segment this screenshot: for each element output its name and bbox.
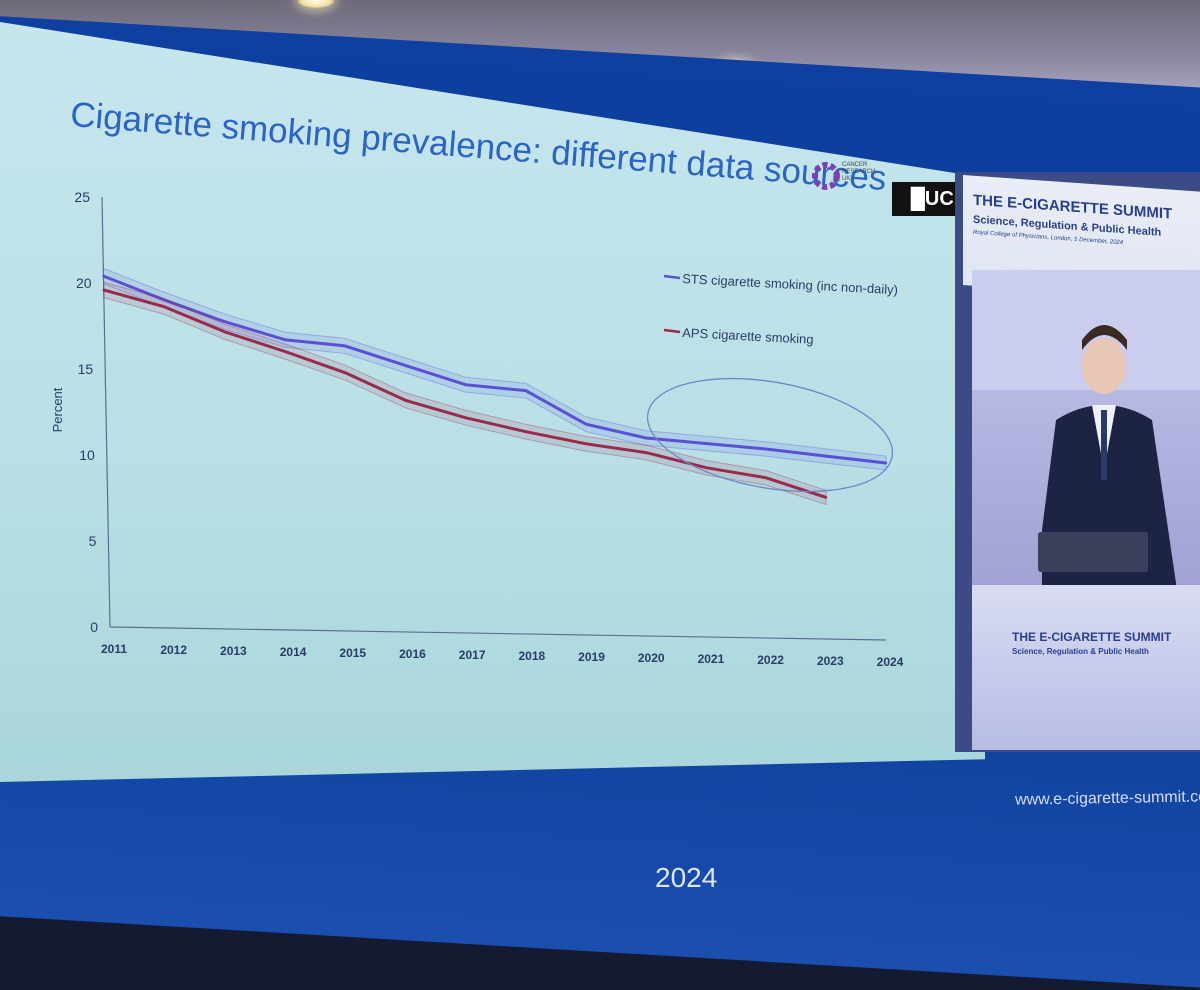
x-tick-label: 2020 xyxy=(638,651,665,665)
x-tick-label: 2019 xyxy=(578,650,605,664)
lectern: THE E-CIGARETTE SUMMIT Science, Regulati… xyxy=(972,585,1200,750)
chart-legend: STS cigarette smoking (inc non-daily) AP… xyxy=(663,271,899,347)
x-tick-label: 2012 xyxy=(160,643,187,657)
y-tick-label: 25 xyxy=(74,189,90,205)
series-point-1 xyxy=(644,451,648,454)
y-tick-labels: 0 5 10 15 20 25 xyxy=(74,189,98,635)
series-point-0 xyxy=(764,447,768,451)
series-line-0 xyxy=(102,274,887,465)
legend-swatch-sts xyxy=(663,274,681,280)
y-axis-line xyxy=(101,196,111,628)
series-point-1 xyxy=(524,430,528,433)
cancer-research-logo-icon xyxy=(812,162,840,190)
footer-year: 2024 xyxy=(655,862,718,893)
series-point-0 xyxy=(884,461,888,465)
x-tick-label: 2021 xyxy=(698,652,725,666)
series-point-1 xyxy=(283,350,287,353)
x-tick-label: 2015 xyxy=(339,646,366,660)
cancer-research-logo-text: CANCER RESEARCH UK xyxy=(842,162,876,182)
series-band-1 xyxy=(103,281,827,506)
series-point-1 xyxy=(162,305,166,308)
legend-label-aps: APS cigarette smoking xyxy=(682,325,814,347)
chart-series xyxy=(102,267,888,506)
x-tick-label: 2022 xyxy=(757,653,784,667)
legend-swatch-aps xyxy=(663,328,681,334)
lectern-summit-title: THE E-CIGARETTE SUMMIT xyxy=(1012,630,1172,644)
y-tick-label: 15 xyxy=(78,361,94,377)
series-point-1 xyxy=(223,330,226,333)
y-tick-label: 10 xyxy=(79,447,95,463)
series-point-1 xyxy=(824,496,828,499)
series-point-0 xyxy=(704,442,708,445)
chart-axes xyxy=(101,196,887,641)
series-point-0 xyxy=(464,383,467,386)
y-tick-label: 20 xyxy=(76,275,92,291)
speaker-figure xyxy=(972,270,1200,590)
x-tick-label: 2011 xyxy=(101,642,127,656)
x-tick-label: 2014 xyxy=(280,645,307,659)
y-axis-label: Percent xyxy=(50,387,65,432)
series-point-1 xyxy=(464,416,468,419)
series-point-1 xyxy=(404,399,407,402)
series-point-0 xyxy=(162,298,166,302)
series-point-1 xyxy=(102,288,105,292)
speaker-video: THE E-CIGARETTE SUMMIT Science, Regulati… xyxy=(972,270,1200,750)
y-tick-label: 0 xyxy=(90,619,98,635)
series-point-0 xyxy=(824,454,828,458)
series-band-0 xyxy=(102,267,887,471)
footer-url: www.e-cigarette-summit.co xyxy=(1014,788,1200,809)
x-tick-labels: 2011 2012 2013 2014 2015 2016 2017 2018 2019 2020… xyxy=(101,642,904,669)
series-point-1 xyxy=(584,442,588,446)
x-tick-label: 2018 xyxy=(518,649,545,663)
x-tick-label: 2017 xyxy=(459,648,486,662)
x-axis-line xyxy=(109,626,887,641)
y-tick-label: 5 xyxy=(89,533,97,549)
x-tick-label: 2023 xyxy=(817,654,844,668)
series-point-1 xyxy=(704,466,708,469)
lectern-summit-subtitle: Science, Regulation & Public Health xyxy=(1012,647,1149,656)
legend-label-sts: STS cigarette smoking (inc non-daily) xyxy=(682,271,899,297)
highlight-ellipse xyxy=(646,377,894,493)
series-point-0 xyxy=(584,423,588,426)
series-point-1 xyxy=(344,371,347,374)
series-point-1 xyxy=(764,476,768,480)
series-point-0 xyxy=(404,364,407,367)
x-tick-label: 2024 xyxy=(877,655,904,669)
series-point-0 xyxy=(283,338,287,341)
series-point-0 xyxy=(524,389,527,392)
x-tick-label: 2016 xyxy=(399,647,426,661)
series-point-0 xyxy=(343,344,347,348)
x-tick-label: 2013 xyxy=(220,644,247,658)
ceiling-light xyxy=(298,0,334,8)
series-point-0 xyxy=(644,436,648,440)
series-point-0 xyxy=(102,274,105,278)
series-point-0 xyxy=(223,320,226,323)
